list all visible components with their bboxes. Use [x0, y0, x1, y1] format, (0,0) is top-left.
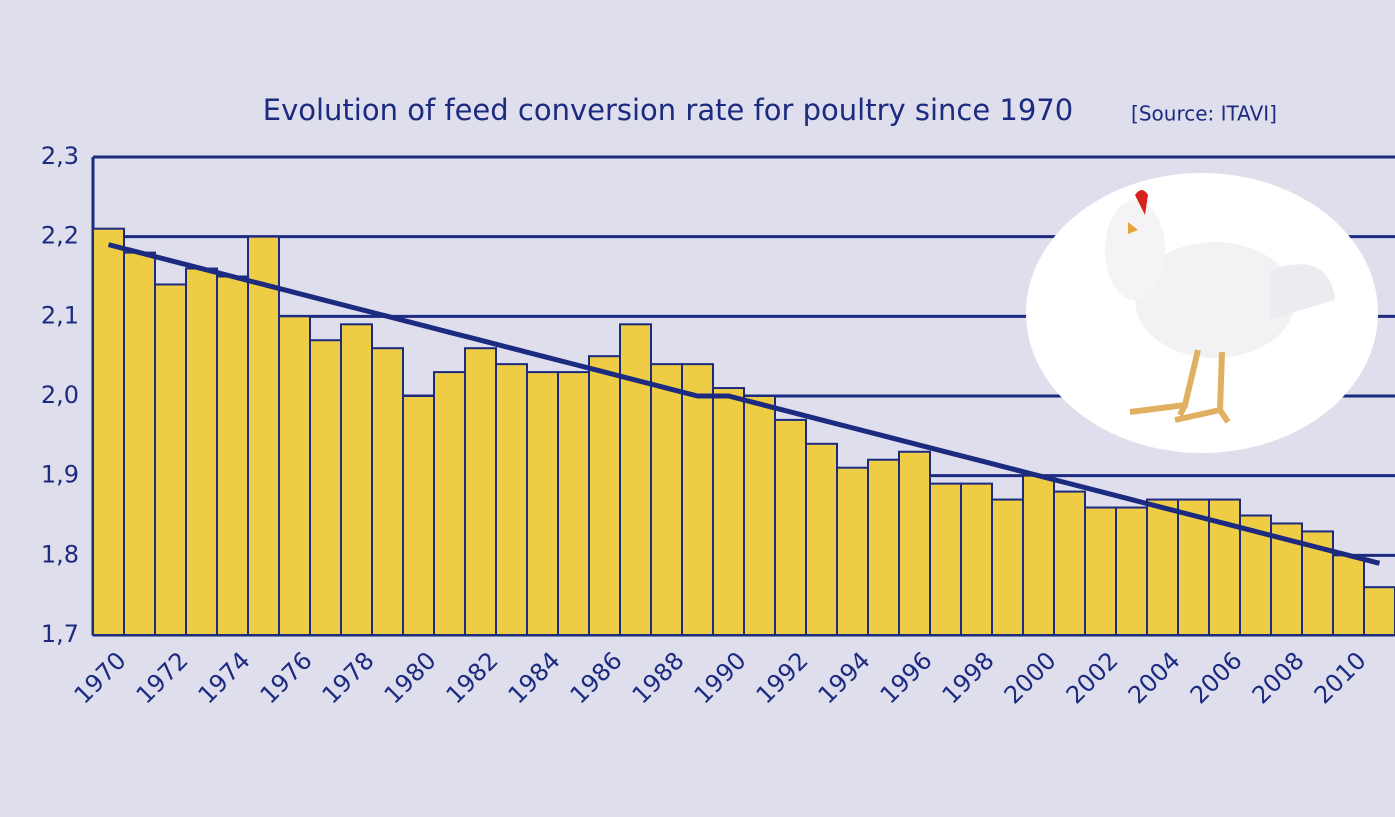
bar — [340, 323, 373, 636]
bar — [247, 235, 280, 637]
bar — [557, 371, 590, 636]
chicken-beak — [1128, 222, 1138, 234]
bar — [309, 339, 342, 636]
bar — [154, 283, 187, 636]
bar — [743, 395, 776, 636]
bar — [526, 371, 559, 636]
bar — [1022, 474, 1055, 636]
lines — [107, 242, 1381, 566]
bar — [867, 458, 900, 636]
bar — [1332, 554, 1365, 636]
y-tick-label: 2,3 — [41, 142, 79, 170]
bar — [650, 363, 683, 636]
trend-line — [107, 242, 1381, 566]
bar — [1363, 586, 1395, 637]
y-tick-label: 1,9 — [41, 461, 79, 489]
bar — [278, 315, 311, 636]
bar — [433, 371, 466, 636]
bar — [464, 347, 497, 636]
bar — [681, 363, 714, 636]
bar — [960, 482, 993, 636]
chicken-legs — [1129, 349, 1231, 424]
bar — [712, 387, 745, 636]
bar — [1177, 498, 1210, 637]
bar — [619, 323, 652, 636]
bar — [1115, 506, 1148, 636]
bar — [929, 482, 962, 636]
bar — [898, 450, 931, 636]
bar — [991, 498, 1024, 637]
bar — [774, 418, 807, 636]
bar — [1146, 498, 1179, 637]
bar — [371, 347, 404, 636]
chicken-comb — [1135, 190, 1148, 215]
chicken-illustration — [1026, 173, 1378, 453]
chicken-body — [1135, 242, 1295, 358]
chart-subtitle: [Source: ITAVI] — [1131, 102, 1277, 126]
y-tick-label: 1,7 — [41, 620, 79, 648]
bar — [402, 395, 435, 636]
chart-title: Evolution of feed conversion rate for po… — [263, 93, 1073, 127]
bar — [1053, 490, 1086, 636]
y-tick-label: 2,1 — [41, 301, 79, 329]
bar — [123, 251, 156, 636]
bar — [588, 355, 621, 636]
y-tick-label: 1,8 — [41, 540, 79, 568]
bar — [216, 275, 249, 636]
y-tick-label: 2,2 — [41, 222, 79, 250]
chicken-neck — [1105, 200, 1165, 300]
bar — [836, 466, 869, 637]
bar — [1084, 506, 1117, 636]
bar — [185, 267, 218, 636]
bar — [495, 363, 528, 636]
bar — [805, 442, 838, 636]
y-tick-label: 2,0 — [41, 381, 79, 409]
chicken-tail — [1270, 264, 1335, 320]
bar — [92, 227, 125, 636]
